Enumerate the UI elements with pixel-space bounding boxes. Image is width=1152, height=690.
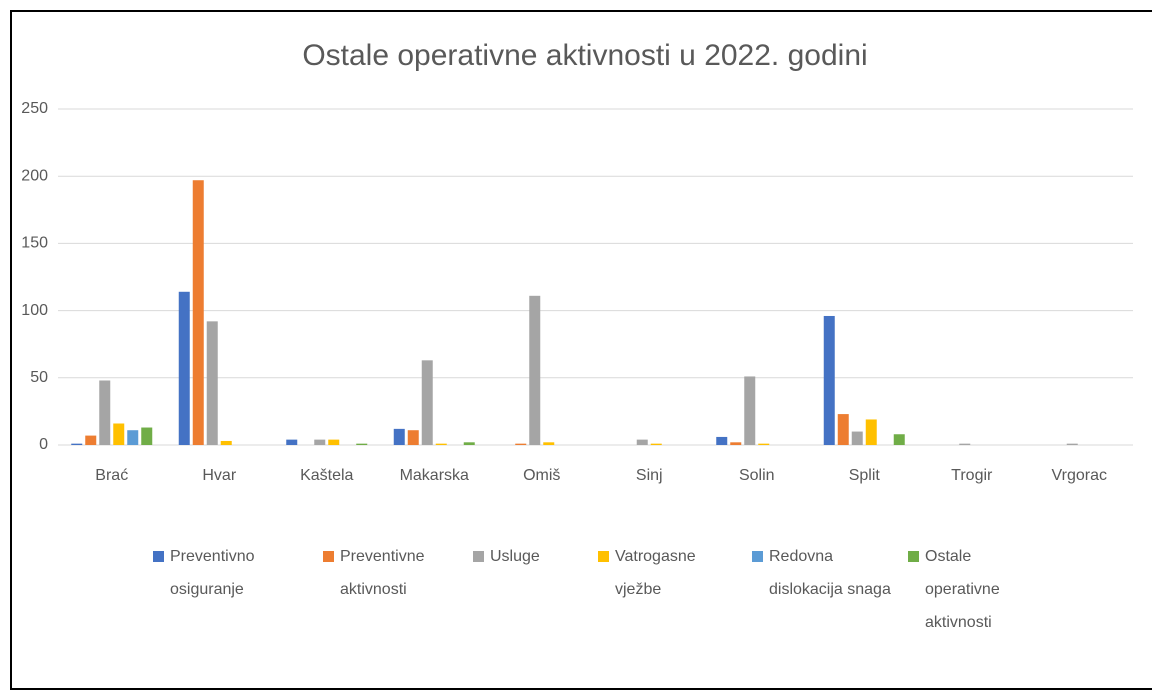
legend-label: Preventivne aktivnosti <box>340 548 425 598</box>
x-tick-label: Hvar <box>202 467 236 484</box>
legend-swatch <box>153 551 164 562</box>
bar <box>220 440 232 445</box>
legend-item: Vatrogasne vježbe <box>598 540 740 606</box>
x-tick-label: Sinj <box>636 467 663 484</box>
legend-label: Vatrogasne vježbe <box>615 548 696 598</box>
legend-label: Redovna dislokacija snaga <box>769 548 891 598</box>
bar <box>435 443 447 445</box>
bar <box>959 443 971 445</box>
bar <box>99 380 111 445</box>
legend-label: Ostale operativne aktivnosti <box>925 548 1000 631</box>
bar <box>730 442 742 445</box>
bar <box>192 180 204 445</box>
bar <box>744 376 756 445</box>
bar <box>893 434 905 445</box>
bar <box>113 423 125 445</box>
legend-swatch <box>908 551 919 562</box>
x-tick-label: Makarska <box>400 467 469 484</box>
bar <box>407 430 419 445</box>
y-tick-label: 150 <box>21 235 48 252</box>
legend-item: Preventivno osiguranje <box>153 540 295 606</box>
legend-item: Usluge <box>473 540 615 573</box>
y-tick-label: 100 <box>21 302 48 319</box>
y-tick-label: 50 <box>30 369 48 386</box>
x-tick-label: Trogir <box>951 467 993 484</box>
x-tick-label: Omiš <box>523 467 560 484</box>
bar <box>421 360 433 445</box>
legend-label: Preventivno osiguranje <box>170 548 255 598</box>
bar <box>823 315 835 445</box>
legend-item: Redovna dislokacija snaga <box>752 540 894 606</box>
bar <box>356 443 368 445</box>
bar <box>529 295 541 445</box>
bar <box>328 439 340 445</box>
x-tick-label: Split <box>849 467 881 484</box>
legend-swatch <box>598 551 609 562</box>
x-tick-label: Kaštela <box>300 467 353 484</box>
bar <box>286 439 298 445</box>
legend-item: Preventivne aktivnosti <box>323 540 465 606</box>
bar <box>650 443 662 445</box>
bar <box>1066 443 1078 445</box>
bar <box>206 321 218 445</box>
bar <box>463 442 475 445</box>
y-tick-label: 200 <box>21 167 48 184</box>
legend-label: Usluge <box>490 548 540 565</box>
legend-swatch <box>323 551 334 562</box>
x-tick-label: Vrgorac <box>1052 467 1107 484</box>
bar <box>71 443 83 445</box>
bar <box>85 435 97 445</box>
bar <box>865 419 877 445</box>
bar <box>716 436 728 445</box>
bar <box>314 439 326 445</box>
bar <box>543 442 555 445</box>
bar <box>515 443 527 445</box>
legend-item: Ostale operativne aktivnosti <box>908 540 1050 639</box>
bar <box>837 414 849 445</box>
bar <box>851 431 863 445</box>
x-tick-label: Solin <box>739 467 775 484</box>
x-tick-label: Brać <box>95 467 128 484</box>
bar <box>758 443 770 445</box>
y-tick-label: 0 <box>39 436 48 453</box>
bar <box>393 428 405 445</box>
y-tick-label: 250 <box>21 100 48 117</box>
chart-title: Ostale operativne aktivnosti u 2022. god… <box>302 39 867 72</box>
legend-swatch <box>473 551 484 562</box>
bar <box>127 430 139 445</box>
bar <box>636 439 648 445</box>
bar <box>178 291 190 445</box>
legend-swatch <box>752 551 763 562</box>
bar <box>141 427 153 445</box>
